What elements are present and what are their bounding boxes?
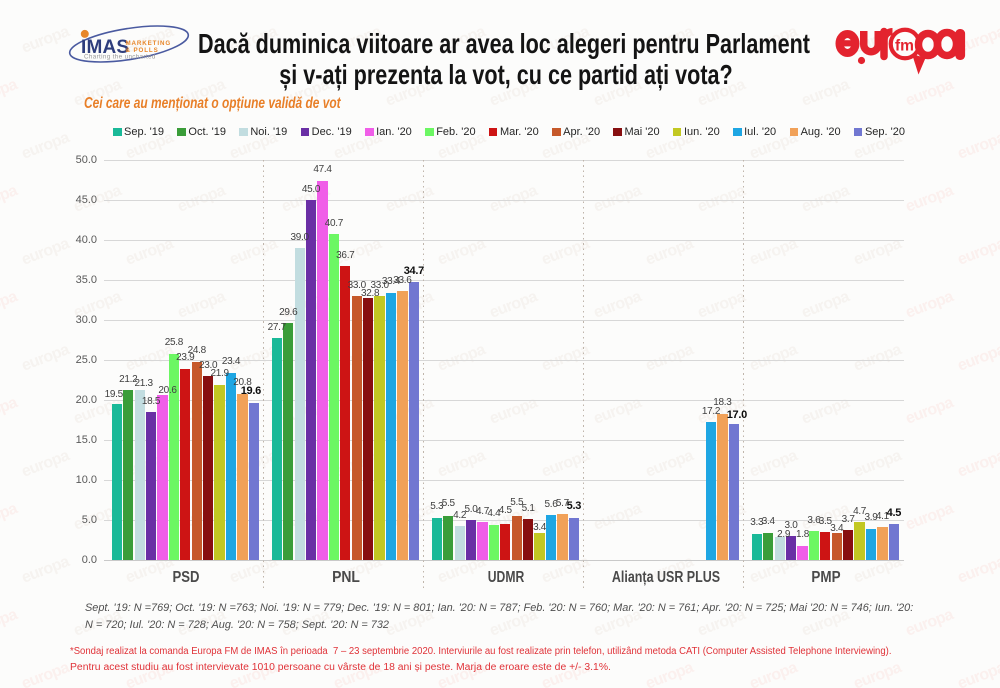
svg-text:& POLLS: & POLLS	[126, 47, 159, 54]
svg-text:fm: fm	[895, 38, 914, 55]
svg-text:Charting the uncharted: Charting the uncharted	[84, 54, 156, 61]
svg-text:MARKETING: MARKETING	[126, 40, 172, 47]
svg-text:IMAS: IMAS	[81, 37, 129, 58]
